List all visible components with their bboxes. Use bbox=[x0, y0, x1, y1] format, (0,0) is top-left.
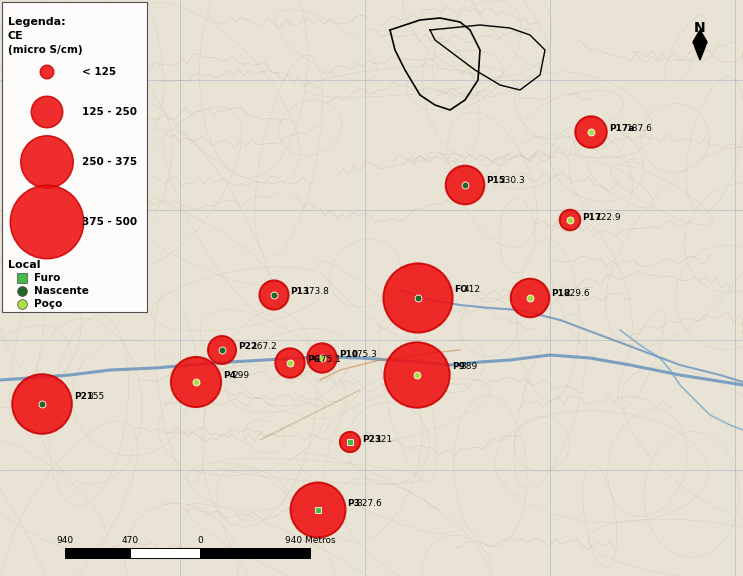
Text: 0: 0 bbox=[197, 536, 203, 545]
Text: P23: P23 bbox=[362, 435, 381, 444]
Text: 389: 389 bbox=[461, 362, 478, 372]
Text: Nascente: Nascente bbox=[34, 286, 89, 296]
Circle shape bbox=[208, 336, 236, 364]
Text: 187.6: 187.6 bbox=[627, 124, 652, 132]
Text: < 125: < 125 bbox=[82, 67, 116, 77]
Text: 375 - 500: 375 - 500 bbox=[82, 217, 137, 227]
Circle shape bbox=[383, 263, 452, 332]
Bar bbox=[200, 548, 310, 558]
Text: P17a: P17a bbox=[609, 124, 634, 132]
Circle shape bbox=[10, 185, 84, 259]
Text: Poço: Poço bbox=[34, 299, 62, 309]
Circle shape bbox=[340, 432, 360, 452]
Text: 121: 121 bbox=[376, 435, 393, 444]
Text: FO: FO bbox=[455, 285, 469, 294]
Circle shape bbox=[291, 483, 345, 537]
Text: 125 - 250: 125 - 250 bbox=[82, 107, 137, 117]
Text: 173.8: 173.8 bbox=[304, 287, 330, 296]
Text: 229.6: 229.6 bbox=[565, 289, 591, 298]
Circle shape bbox=[259, 281, 288, 309]
Circle shape bbox=[12, 374, 72, 434]
Text: P17: P17 bbox=[583, 213, 602, 222]
Circle shape bbox=[308, 343, 337, 373]
Bar bbox=[130, 548, 200, 558]
Text: 299: 299 bbox=[232, 371, 249, 380]
Text: 412: 412 bbox=[464, 285, 481, 294]
Text: P21: P21 bbox=[74, 392, 93, 401]
Text: 167.2: 167.2 bbox=[252, 342, 277, 351]
Text: Local: Local bbox=[8, 260, 41, 270]
Text: P4: P4 bbox=[223, 371, 236, 380]
Bar bbox=[2, 2, 147, 312]
Text: P9: P9 bbox=[452, 362, 464, 372]
Text: P3: P3 bbox=[348, 499, 360, 507]
Circle shape bbox=[559, 210, 580, 230]
Circle shape bbox=[40, 65, 53, 79]
Circle shape bbox=[384, 342, 450, 408]
Text: 175.1: 175.1 bbox=[316, 355, 342, 364]
Circle shape bbox=[21, 136, 74, 188]
Text: 940 Metros: 940 Metros bbox=[285, 536, 335, 545]
Text: P22: P22 bbox=[238, 342, 257, 351]
Text: CE: CE bbox=[8, 31, 24, 41]
Circle shape bbox=[446, 166, 484, 204]
Circle shape bbox=[510, 279, 549, 317]
Circle shape bbox=[31, 96, 62, 128]
Circle shape bbox=[575, 116, 607, 148]
Text: P18: P18 bbox=[551, 289, 571, 298]
Text: 940: 940 bbox=[56, 536, 74, 545]
Text: 327.6: 327.6 bbox=[357, 499, 382, 507]
Text: N: N bbox=[694, 21, 706, 35]
Text: 355: 355 bbox=[88, 392, 105, 401]
Text: (micro S/cm): (micro S/cm) bbox=[8, 45, 82, 55]
Text: Furo: Furo bbox=[34, 273, 60, 283]
Text: P6: P6 bbox=[307, 355, 319, 364]
Text: Legenda:: Legenda: bbox=[8, 17, 65, 27]
Text: 122.9: 122.9 bbox=[596, 213, 621, 222]
Circle shape bbox=[171, 357, 221, 407]
Text: P15: P15 bbox=[487, 176, 505, 185]
Text: P13: P13 bbox=[291, 287, 310, 296]
Text: 470: 470 bbox=[121, 536, 138, 545]
Bar bbox=[65, 548, 130, 558]
Polygon shape bbox=[693, 30, 707, 60]
Text: 230.3: 230.3 bbox=[500, 176, 525, 185]
Text: 250 - 375: 250 - 375 bbox=[82, 157, 137, 167]
Text: 175.3: 175.3 bbox=[352, 350, 378, 359]
Circle shape bbox=[276, 348, 305, 378]
Text: P10: P10 bbox=[339, 350, 357, 359]
